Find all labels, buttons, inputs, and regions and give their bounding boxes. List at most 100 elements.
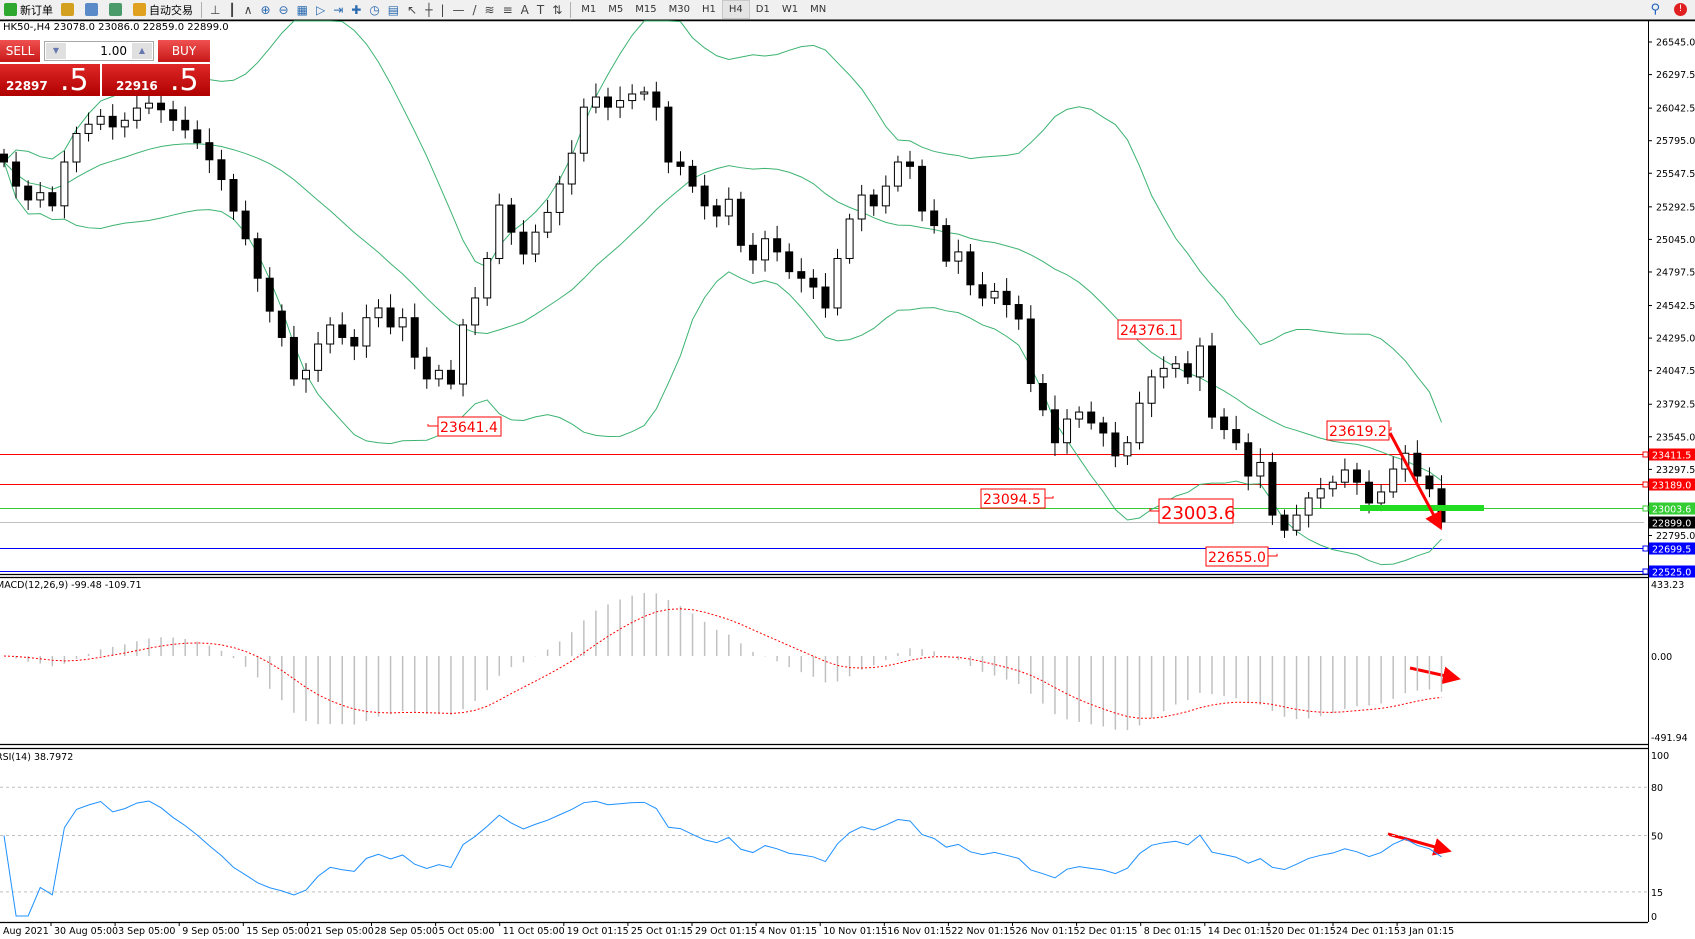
zoom-in-icon[interactable]: ⊕ <box>260 2 271 17</box>
bearish-candle-body <box>1002 290 1011 306</box>
market-watch-icon <box>61 3 74 16</box>
bearish-candle-body <box>652 91 661 108</box>
toolbar-button-new-order[interactable]: 新订单 <box>0 1 57 18</box>
trendline-icon[interactable]: / <box>472 2 477 17</box>
lot-size-input[interactable]: ▼ 1.00 ▲ <box>44 41 154 61</box>
candle <box>314 331 323 382</box>
macd-axis-label: 0.00 <box>1651 652 1672 663</box>
rsi-axis-label: 100 <box>1651 751 1669 762</box>
annotation-connector <box>1045 496 1054 499</box>
price-tick-label: 25795.0 <box>1656 136 1695 147</box>
fibonacci-icon[interactable]: ≋ <box>484 2 495 17</box>
toolbar-button-cloud[interactable] <box>81 1 105 18</box>
candle <box>1437 475 1446 528</box>
annotation-box <box>980 488 1046 509</box>
toolbar-button-market-watch[interactable] <box>57 1 81 18</box>
sell-button[interactable]: SELL <box>0 40 40 62</box>
timeframe-h1[interactable]: H1 <box>702 4 716 15</box>
candle <box>785 243 794 279</box>
trend-arrow-rsi <box>1387 832 1452 856</box>
timeframe-m15[interactable]: M15 <box>635 4 657 15</box>
timeframe-w1[interactable]: W1 <box>781 4 799 15</box>
bearish-candle-body <box>748 244 757 261</box>
timeframe-h4[interactable]: H4 <box>721 0 750 19</box>
notification-icon[interactable]: ! <box>1674 3 1687 16</box>
zoom-out-icon[interactable]: ⊖ <box>278 2 289 17</box>
indicators-icon[interactable]: ✚ <box>351 2 362 17</box>
level-handle <box>1642 505 1649 512</box>
bearish-candle-body <box>1026 318 1035 385</box>
macd-signal-line <box>3 608 1442 719</box>
price-tick-label: 26545.0 <box>1656 38 1695 49</box>
price-annotation-label: 23641.4 <box>440 420 498 436</box>
candle <box>326 317 335 354</box>
text-icon[interactable]: A <box>520 2 529 17</box>
lot-size-value[interactable]: 1.00 <box>100 44 127 58</box>
auto-trading-icon <box>133 3 146 16</box>
arrows-icon[interactable]: ⇅ <box>552 2 563 17</box>
candlestick-icon[interactable]: ┃ <box>228 2 236 17</box>
candle <box>857 184 866 232</box>
buy-button[interactable]: BUY <box>158 40 210 62</box>
bullish-candle-body <box>144 102 153 109</box>
candle <box>773 225 782 262</box>
line-chart-icon[interactable]: ∧ <box>243 2 253 17</box>
crosshair-icon[interactable]: ┼ <box>425 2 433 17</box>
bullish-candle-body <box>1328 481 1337 490</box>
timeframe-mn[interactable]: MN <box>810 4 827 15</box>
bullish-candle-body <box>1147 376 1156 404</box>
rsi-line <box>3 800 1442 917</box>
time-axis-label: 2 Dec 01:15 <box>1080 926 1138 937</box>
timeframe-m30[interactable]: M30 <box>668 4 690 15</box>
price-tick-label: 26297.5 <box>1656 70 1695 81</box>
candle <box>1256 448 1265 489</box>
candle <box>700 174 709 220</box>
candle <box>0 148 8 168</box>
lot-decrease-button[interactable]: ▼ <box>46 43 66 59</box>
candle <box>1087 401 1096 430</box>
periods-icon[interactable]: ◷ <box>369 2 380 17</box>
toolbar-button-signal[interactable] <box>105 1 129 18</box>
cloud-icon <box>85 3 98 16</box>
candle <box>1159 356 1168 389</box>
bearish-candle-body <box>1050 409 1059 444</box>
candle <box>1208 332 1216 429</box>
time-axis-label: 26 Nov 01:15 <box>1016 926 1080 937</box>
buy-price-fraction: .5 <box>170 63 199 98</box>
sell-price-button[interactable]: 22897 .5 <box>0 63 100 98</box>
buy-price-main: 22916 <box>116 79 158 93</box>
annotation-connector <box>1389 427 1392 431</box>
label-icon[interactable]: T <box>536 2 545 17</box>
candle <box>531 224 540 263</box>
tile-windows-icon[interactable]: ▦ <box>296 2 308 17</box>
search-icon[interactable]: ⚲ <box>1650 2 1660 17</box>
candle <box>628 84 637 110</box>
level-handle <box>1642 545 1649 552</box>
bullish-candle-body <box>1135 402 1144 444</box>
candle <box>821 273 830 318</box>
autoscroll-icon[interactable]: ⇥ <box>333 2 344 17</box>
buy-price-button[interactable]: 22916 .5 <box>102 63 210 98</box>
level-handle <box>1642 481 1649 488</box>
horizontal-line-icon[interactable]: — <box>452 2 465 17</box>
bar-chart-icon[interactable]: ⊥ <box>210 2 221 17</box>
timeframe-m1[interactable]: M1 <box>581 4 597 15</box>
lot-increase-button[interactable]: ▲ <box>132 43 152 59</box>
bullish-candle-body <box>398 317 407 328</box>
timeframe-m5[interactable]: M5 <box>608 4 624 15</box>
candle <box>471 287 480 336</box>
candle <box>483 251 492 306</box>
templates-icon[interactable]: ▤ <box>387 2 400 17</box>
candle <box>664 101 673 174</box>
sell-price-fraction: .5 <box>60 63 89 98</box>
chart-shift-icon[interactable]: ▷ <box>315 2 326 17</box>
timeframe-d1[interactable]: D1 <box>755 4 770 15</box>
vertical-line-icon[interactable]: | <box>440 2 445 17</box>
cursor-icon[interactable]: ↖ <box>407 2 418 17</box>
toolbar: 新订单 自动交易 ⊥ ┃ ∧ ⊕ ⊖ ▦ ▷ ⇥ ✚ ◷ ▤ ↖ ┼ | — / ≋ ≡ A T ⇅ M1 M5 M15 M30… <box>0 0 1695 20</box>
fibo-fan-icon[interactable]: ≡ <box>502 2 513 17</box>
annotation-connector <box>1149 508 1159 512</box>
toolbar-button-auto-trading[interactable]: 自动交易 <box>129 1 197 18</box>
bearish-candle-body <box>1087 411 1096 424</box>
